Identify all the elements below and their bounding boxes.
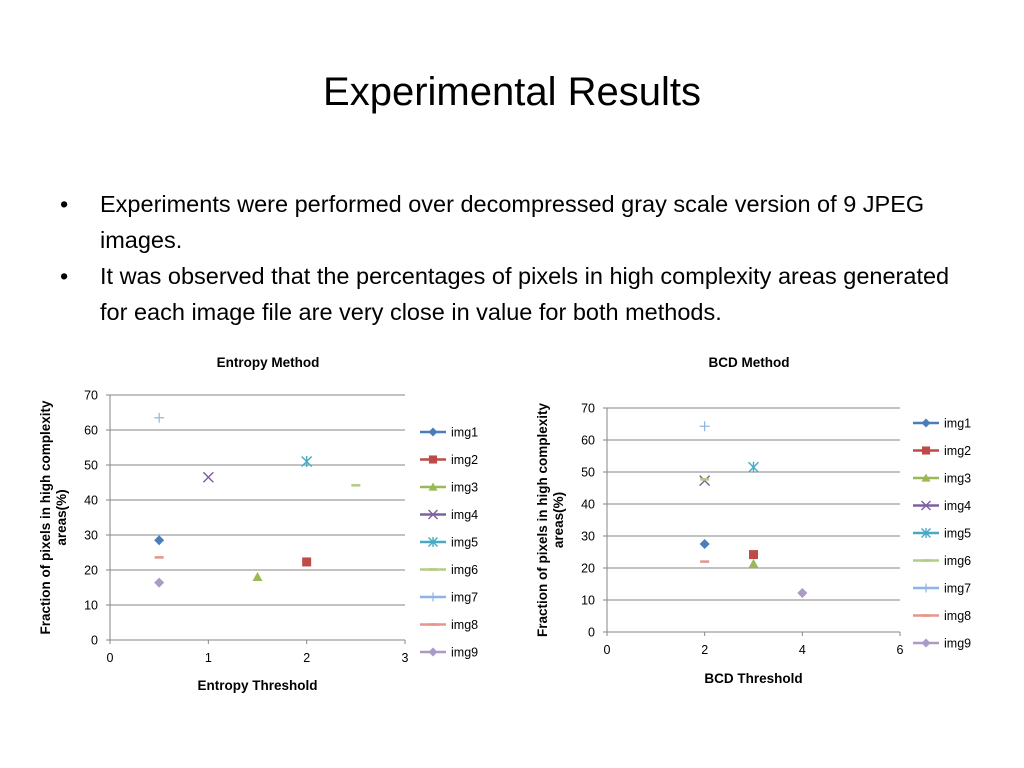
legend-marker-img1	[921, 418, 931, 428]
y-tick-label: 60	[581, 434, 595, 448]
y-tick-label: 20	[84, 564, 98, 578]
bullet-text: Experiments were performed over decompre…	[100, 191, 925, 253]
bullet-icon: •	[60, 263, 69, 289]
entropy-method-chart: Entropy Method 0 10 20 30 40 50 60 70 0 1 2 3 Entropy…	[30, 350, 510, 705]
bullet-list: • Experiments were performed over decomp…	[58, 186, 958, 330]
legend-label-img2: img2	[451, 453, 478, 467]
data-point-img2	[749, 550, 758, 560]
slide-title: Experimental Results	[323, 70, 701, 114]
data-point-img1	[699, 539, 710, 549]
x-tick-label: 2	[303, 651, 310, 665]
y-tick-label: 50	[84, 459, 98, 473]
y-tick-label: 40	[84, 494, 98, 508]
x-tick-label: 1	[205, 651, 212, 665]
legend-marker-img4	[428, 509, 438, 520]
data-point-img1	[154, 535, 165, 546]
y-tick-label: 40	[581, 498, 595, 512]
data-point-img9	[154, 577, 165, 588]
data-point-img7	[154, 412, 165, 423]
y-tick-label: 20	[581, 562, 595, 576]
bcd-chart-svg: BCD Method 0 10 20 30 40 50 60 70 0 2 4 6 BCD Thresho…	[535, 355, 971, 686]
bcd-method-chart: BCD Method 0 10 20 30 40 50 60 70 0 2 4 6 BCD Thresho…	[530, 350, 1010, 705]
bullet-text: It was observed that the percentages of …	[100, 263, 950, 325]
y-tick-label: 70	[581, 402, 595, 416]
x-tick-label: 6	[897, 643, 904, 657]
bullet-icon: •	[60, 191, 69, 217]
y-tick-label: 0	[588, 626, 595, 640]
legend-marker-img2	[921, 446, 931, 455]
x-tick-label: 4	[799, 643, 806, 657]
data-point-img4	[202, 471, 214, 483]
legend-label-img3: img3	[944, 472, 971, 486]
y-tick-label: 70	[84, 389, 98, 403]
y-tick-label: 30	[84, 529, 98, 543]
legend-marker-img1	[428, 427, 438, 437]
y-tick-label: 10	[581, 594, 595, 608]
legend-marker-img9	[921, 638, 931, 648]
legend-marker-img5	[921, 528, 931, 538]
legend-label-img7: img7	[944, 582, 971, 596]
entropy-chart-svg: Entropy Method 0 10 20 30 40 50 60 70 0 1 2 3 Entropy…	[38, 355, 478, 693]
legend-marker-img5	[428, 537, 438, 547]
x-tick-label: 0	[604, 643, 611, 657]
legend-label-img6: img6	[451, 563, 478, 577]
x-axis-label: BCD Threshold	[704, 671, 802, 686]
legend-label-img1: img1	[944, 417, 971, 431]
legend-marker-img7	[921, 583, 931, 593]
data-point-img3	[748, 558, 759, 568]
y-tick-label: 50	[581, 466, 595, 480]
legend-label-img7: img7	[451, 591, 478, 605]
legend-marker-img3	[921, 473, 931, 482]
legend-label-img2: img2	[944, 444, 971, 458]
data-point-img9	[797, 587, 808, 598]
legend-label-img9: img9	[451, 646, 478, 660]
legend-marker-img9	[428, 647, 438, 657]
legend-label-img8: img8	[451, 618, 478, 632]
legend-label-img9: img9	[944, 637, 971, 651]
legend-marker-img7	[428, 592, 438, 602]
bullet-item: • Experiments were performed over decomp…	[58, 186, 958, 258]
legend-label-img4: img4	[944, 499, 971, 513]
y-axis-label: Fraction of pixels in high complexityare…	[38, 400, 69, 635]
y-axis-label: Fraction of pixels in high complexityare…	[535, 402, 566, 637]
data-point-img5	[301, 456, 313, 467]
data-point-img7	[699, 421, 710, 432]
data-point-img5	[748, 461, 759, 473]
y-tick-label: 0	[91, 634, 98, 648]
legend-marker-img2	[428, 455, 438, 464]
data-point-img2	[302, 557, 312, 567]
legend-label-img1: img1	[451, 426, 478, 440]
legend-label-img3: img3	[451, 481, 478, 495]
x-axis-label: Entropy Threshold	[197, 678, 317, 693]
x-tick-label: 0	[107, 651, 114, 665]
legend-label-img5: img5	[451, 536, 478, 550]
legend-label-img6: img6	[944, 554, 971, 568]
legend-label-img8: img8	[944, 609, 971, 623]
legend-marker-img4	[921, 500, 931, 511]
data-point-img3	[252, 572, 263, 581]
x-tick-label: 2	[701, 643, 708, 657]
chart-title: BCD Method	[709, 355, 790, 370]
y-tick-label: 10	[84, 599, 98, 613]
chart-title: Entropy Method	[217, 355, 320, 370]
legend-label-img5: img5	[944, 527, 971, 541]
legend-marker-img3	[428, 482, 438, 491]
x-tick-label: 3	[402, 651, 409, 665]
legend-label-img4: img4	[451, 508, 478, 522]
y-tick-label: 30	[581, 530, 595, 544]
bullet-item: • It was observed that the percentages o…	[58, 258, 958, 330]
y-tick-label: 60	[84, 424, 98, 438]
